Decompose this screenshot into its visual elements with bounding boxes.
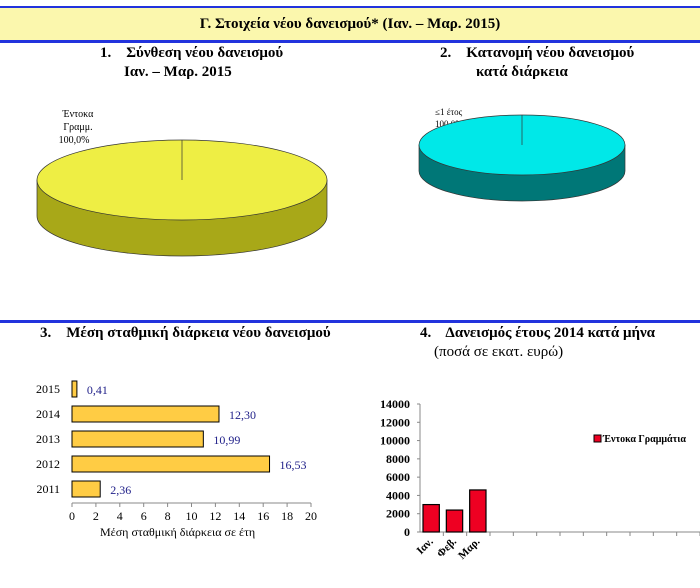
chart4-y-tick-label: 8000	[386, 452, 410, 466]
chart3-category-label: 2011	[36, 482, 60, 496]
chart4-y-tick-label: 6000	[386, 470, 410, 484]
chart3-tick-label: 6	[141, 509, 147, 523]
chart3-tick-label: 10	[186, 509, 198, 523]
chart4-y-tick-label: 14000	[380, 397, 410, 411]
chart3-tick-label: 8	[165, 509, 171, 523]
chart4-legend-swatch	[593, 434, 602, 443]
chart2-title: 2. Κατανομή νέου δανεισμού κατά διάρκεια	[440, 45, 635, 80]
chart4-y-tick-label: 10000	[380, 434, 410, 448]
chart3-category-label: 2013	[36, 432, 60, 446]
chart3-bar	[71, 405, 220, 423]
pie1-label: Έντοκα Γραμμ. 100,0%	[58, 109, 94, 146]
chart4-y-tick-label: 2000	[386, 507, 410, 521]
chart3-data-label: 12,30	[229, 408, 256, 422]
chart3-tick-label: 20	[305, 509, 317, 523]
chart3-tick-label: 16	[257, 509, 269, 523]
chart3-tick-label: 14	[233, 509, 245, 523]
chart4-bar	[469, 489, 487, 533]
banner-title: Γ. Στοιχεία νέου δανεισμού* (Ιαν. – Μαρ.…	[199, 16, 501, 32]
chart3-bar	[71, 380, 78, 398]
chart3-tick-label: 0	[69, 509, 75, 523]
chart3-category-label: 2015	[36, 382, 60, 396]
chart4-category-label: Φεβ.	[435, 535, 459, 559]
chart4-title: 4. Δανεισμός έτους 2014 κατά μήνα (ποσά σ…	[420, 325, 656, 360]
chart4-y-tick-label: 4000	[386, 488, 410, 502]
chart3-bar	[71, 480, 101, 498]
chart4-legend-label: Έντοκα Γραμμάτια	[602, 434, 686, 445]
chart4-y-tick-label: 12000	[380, 415, 410, 429]
chart3-data-label: 2,36	[110, 483, 131, 497]
chart4-category-label: Ιαν.	[415, 535, 436, 556]
chart3-data-label: 10,99	[213, 433, 240, 447]
section-banner: Γ. Στοιχεία νέου δανεισμού* (Ιαν. – Μαρ.…	[0, 6, 700, 43]
chart4-bar	[422, 503, 440, 533]
chart3-title: 3. Μέση σταθμική διάρκεια νέου δανεισμού	[40, 325, 331, 341]
chart3-tick-label: 2	[93, 509, 99, 523]
chart4-bar	[445, 509, 464, 533]
chart3-xlabel: Μέση σταθμική διάρκεια σε έτη	[100, 525, 256, 539]
chart3-category-label: 2012	[36, 457, 60, 471]
chart3-bar	[71, 455, 271, 473]
chart4-category-label: Μαρ.	[456, 535, 482, 561]
chart3-bar	[71, 430, 204, 448]
chart3-tick-label: 12	[209, 509, 221, 523]
chart1-title: 1. Σύνθεση νέου δανεισμού Ιαν. – Μαρ. 201…	[100, 45, 284, 80]
chart3-data-label: 16,53	[280, 458, 307, 472]
chart3-category-label: 2014	[36, 407, 60, 421]
chart4-y-tick-label: 0	[404, 525, 410, 539]
chart3-tick-label: 4	[117, 509, 123, 523]
chart3-tick-label: 18	[281, 509, 293, 523]
chart3-data-label: 0,41	[87, 383, 108, 397]
divider	[0, 320, 700, 323]
